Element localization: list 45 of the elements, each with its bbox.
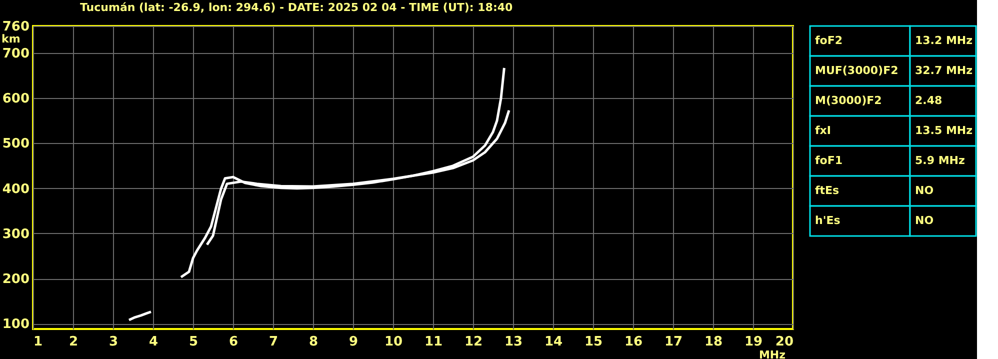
x-axis-title: MHz	[758, 348, 786, 359]
text: 13.5 MHz	[915, 124, 973, 137]
x-tick-label: 9	[348, 334, 358, 350]
y-tick-label: 400	[2, 182, 30, 197]
x-tick-label: 17	[664, 334, 683, 350]
y-tick-label: 500	[2, 136, 30, 152]
x-tick-label: 16	[624, 334, 643, 350]
y-tick-label: 300	[2, 226, 30, 242]
text: NO	[915, 184, 934, 197]
x-tick-label: 8	[308, 334, 318, 350]
text: h'Es	[815, 214, 841, 227]
x-tick-label: 1	[34, 334, 43, 350]
x-tick-label: 12	[464, 334, 483, 350]
text: MUF(3000)F2	[815, 64, 898, 77]
y-axis-title: km	[2, 32, 20, 46]
x-tick-label: 18	[704, 334, 723, 350]
x-tick-label: 6	[228, 334, 238, 350]
y-tick-label: 100	[2, 317, 30, 332]
x-tick-label: 5	[188, 334, 198, 350]
x-tick-label: 19	[744, 334, 763, 350]
text: 32.7 MHz	[915, 64, 973, 77]
x-tick-label: 2	[68, 334, 78, 350]
x-tick-label: 20	[775, 334, 794, 350]
x-tick-label: 3	[108, 334, 118, 350]
text: ftEs	[815, 184, 840, 197]
text: 2.48	[915, 94, 942, 107]
x-tick-label: 13	[504, 334, 523, 350]
chart-title: Tucumán (lat: -26.9, lon: 294.6) - DATE: 2025 02 04 - TIME (UT): 18:40	[80, 1, 513, 14]
text: 13.2 MHz	[915, 34, 973, 47]
text: M(3000)F2	[815, 94, 882, 107]
y-tick-label: 700	[2, 46, 30, 62]
text: fxI	[815, 124, 831, 137]
text: foF2	[815, 34, 843, 47]
x-tick-label: 7	[268, 334, 278, 350]
x-tick-label: 4	[148, 334, 158, 350]
text: NO	[915, 214, 934, 227]
y-tick-label: 760	[2, 20, 30, 34]
x-tick-label: 14	[544, 334, 563, 350]
text: foF1	[815, 154, 843, 167]
y-tick-label: 600	[2, 92, 30, 107]
x-tick-label: 15	[584, 334, 603, 350]
x-tick-label: 11	[424, 334, 443, 350]
text: 5.9 MHz	[915, 154, 965, 167]
x-tick-label: 10	[384, 334, 403, 350]
y-tick-label: 200	[2, 272, 30, 287]
